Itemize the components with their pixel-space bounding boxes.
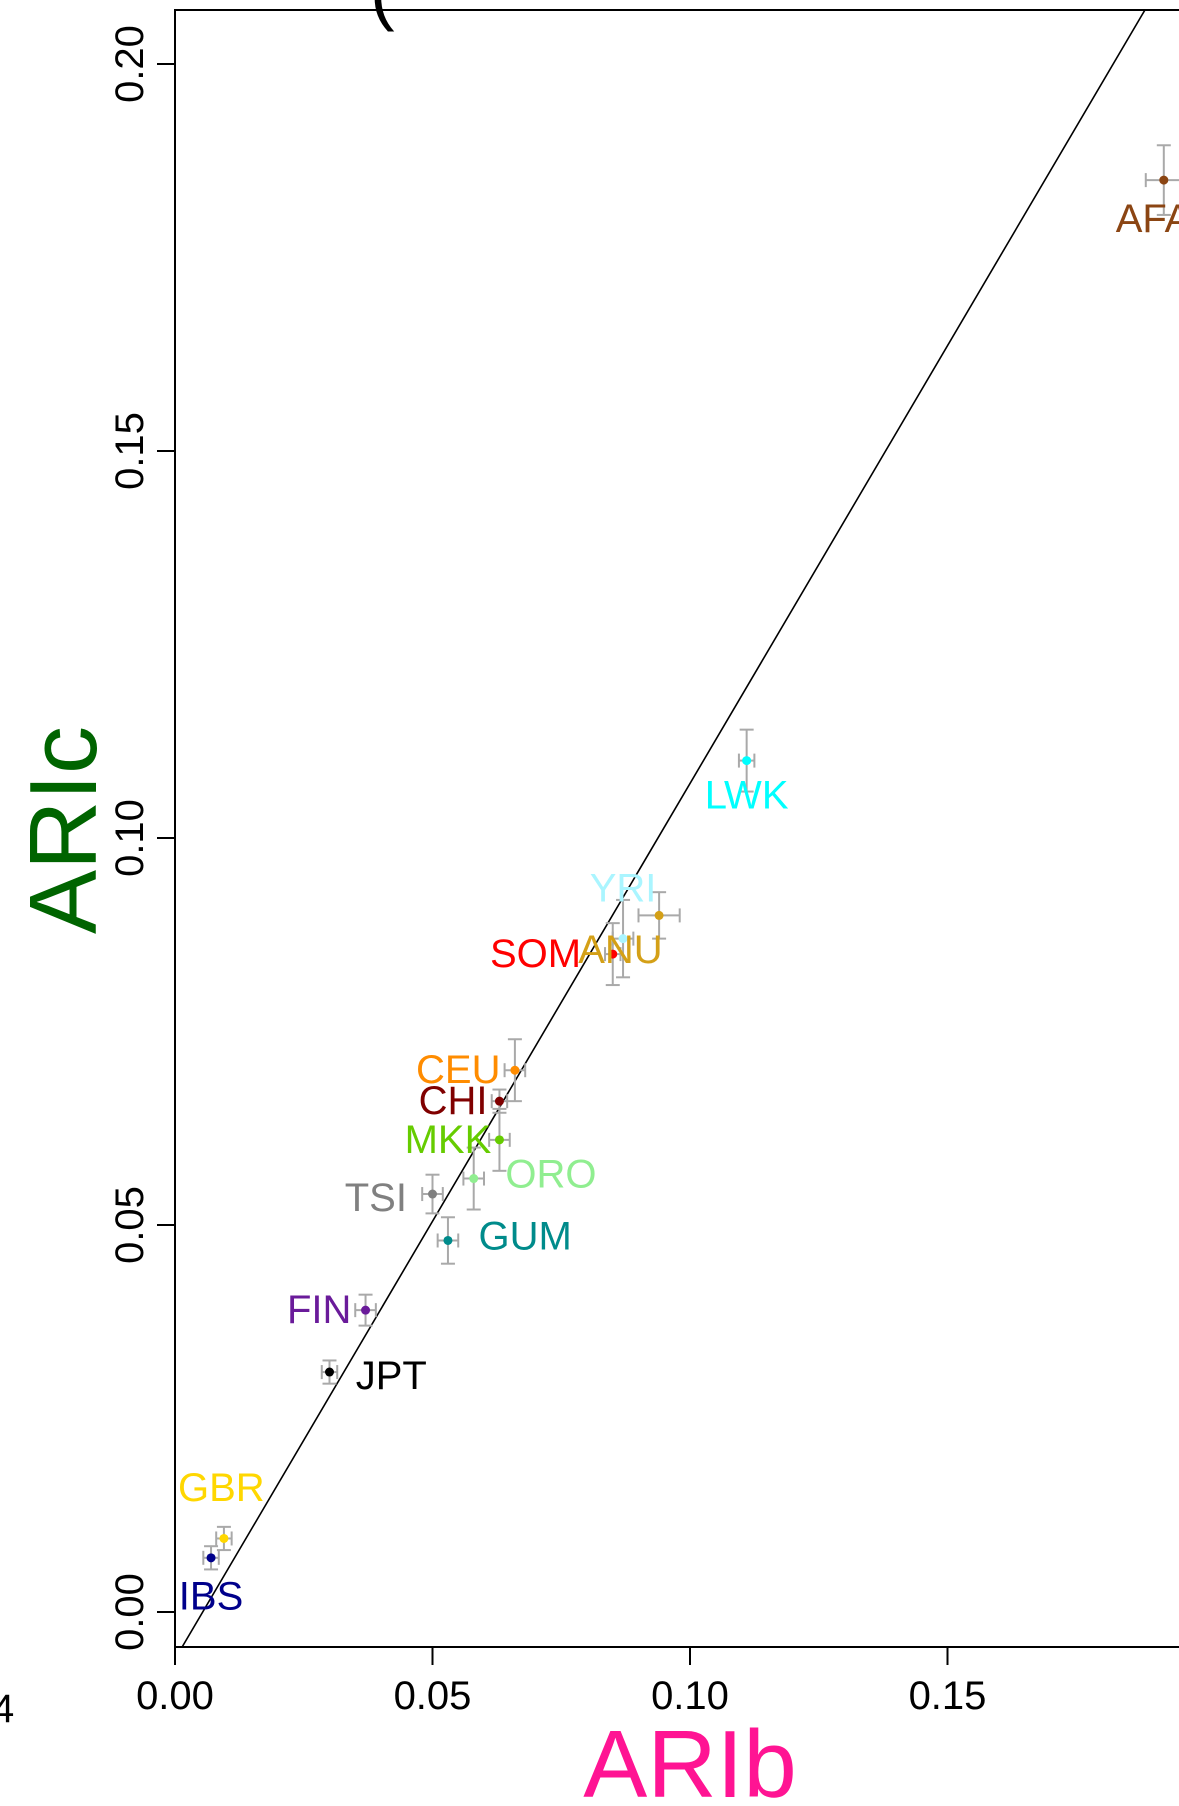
- label-tsi: TSI: [345, 1176, 407, 1220]
- x-axis: 0.00 0.05 0.10 0.15: [136, 1646, 987, 1718]
- label-jpt: JPT: [356, 1354, 427, 1398]
- point-fin: [361, 1305, 371, 1315]
- point-tsi: [428, 1189, 437, 1199]
- x-tick-label: 0.00: [136, 1674, 214, 1718]
- y-axis-title: ARIc: [10, 726, 117, 934]
- point-ceu: [510, 1065, 520, 1075]
- point-lwk: [742, 756, 752, 766]
- label-ceu: CEU: [416, 1048, 500, 1092]
- label-lwk: LWK: [705, 773, 789, 817]
- label-chi: CHI: [419, 1079, 488, 1123]
- x-tick-label: 0.05: [394, 1674, 472, 1718]
- panel-label: (: [370, 0, 395, 32]
- point-mkk: [494, 1135, 504, 1145]
- label-gbr: GBR: [178, 1466, 265, 1510]
- label-gum: GUM: [479, 1215, 572, 1259]
- label-fin: FIN: [287, 1288, 351, 1332]
- point-chi: [494, 1096, 504, 1106]
- point-afa: [1159, 175, 1169, 185]
- x-axis-title: ARIb: [583, 1711, 796, 1806]
- clipped-tick-label: 4: [0, 1687, 14, 1731]
- y-tick-label: 0.00: [108, 1573, 152, 1651]
- point-oro: [469, 1174, 479, 1184]
- y-tick-label: 0.20: [108, 25, 152, 103]
- label-mkk: MKK: [405, 1118, 492, 1162]
- y-tick-label: 0.15: [108, 412, 152, 490]
- data-points: [206, 175, 1169, 1563]
- point-som: [608, 949, 618, 959]
- point-anu: [654, 910, 664, 920]
- reference-line: [181, 10, 1146, 1647]
- point-gbr: [219, 1533, 229, 1543]
- point-ibs: [206, 1553, 216, 1563]
- point-yri: [618, 934, 628, 944]
- label-yri: YRI: [590, 866, 657, 910]
- point-jpt: [325, 1367, 334, 1377]
- plot-frame: [174, 9, 1179, 1648]
- label-oro: ORO: [505, 1153, 596, 1197]
- label-som: SOM: [490, 932, 581, 976]
- y-tick-label: 0.10: [108, 799, 152, 877]
- x-tick-label: 0.15: [909, 1674, 987, 1718]
- label-afa: AFA: [1116, 197, 1179, 241]
- label-ibs: IBS: [179, 1575, 243, 1619]
- y-tick-label: 0.05: [108, 1186, 152, 1264]
- point-gum: [443, 1235, 453, 1245]
- x-tick-label: 0.10: [651, 1674, 729, 1718]
- error-bars: [202, 144, 1179, 1571]
- label-anu: ANU: [578, 928, 662, 972]
- y-axis: 0.00 0.05 0.10 0.15 0.20: [108, 25, 176, 1651]
